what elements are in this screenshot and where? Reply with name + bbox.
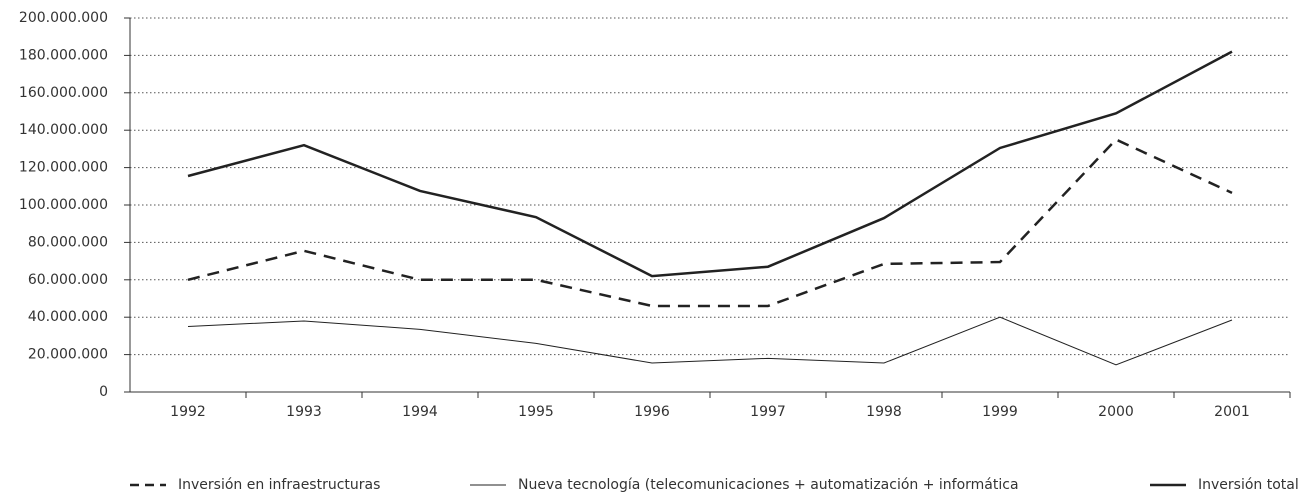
y-tick-label: 180.000.000 xyxy=(19,47,108,63)
y-tick-label: 140.000.000 xyxy=(19,122,108,138)
legend-label: Inversión en infraestructuras xyxy=(178,477,380,493)
x-tick-label: 1993 xyxy=(286,404,322,420)
y-tick-label: 0 xyxy=(99,384,108,400)
y-tick-label: 60.000.000 xyxy=(28,272,108,288)
x-tick-label: 2001 xyxy=(1214,404,1250,420)
x-tick-label: 1997 xyxy=(750,404,786,420)
y-tick-label: 80.000.000 xyxy=(28,234,108,250)
y-tick-label: 120.000.000 xyxy=(19,160,108,176)
y-tick-label: 100.000.000 xyxy=(19,197,108,213)
series-line xyxy=(187,138,1233,308)
series-line xyxy=(187,316,1233,366)
legend-label: Inversión total xyxy=(1198,477,1299,493)
x-tick-label: 1995 xyxy=(518,404,554,420)
y-tick-label: 160.000.000 xyxy=(19,85,108,101)
legend-label: Nueva tecnología (telecomunicaciones + a… xyxy=(518,477,1019,493)
x-tick-label: 1996 xyxy=(634,404,670,420)
x-tick-label: 2000 xyxy=(1098,404,1134,420)
x-tick-label: 1998 xyxy=(866,404,902,420)
series-line xyxy=(187,50,1233,278)
x-tick-label: 1994 xyxy=(402,404,438,420)
y-tick-label: 200.000.000 xyxy=(19,10,108,26)
x-tick-label: 1999 xyxy=(982,404,1018,420)
y-tick-label: 40.000.000 xyxy=(28,309,108,325)
y-tick-label: 20.000.000 xyxy=(28,347,108,363)
x-tick-label: 1992 xyxy=(170,404,206,420)
